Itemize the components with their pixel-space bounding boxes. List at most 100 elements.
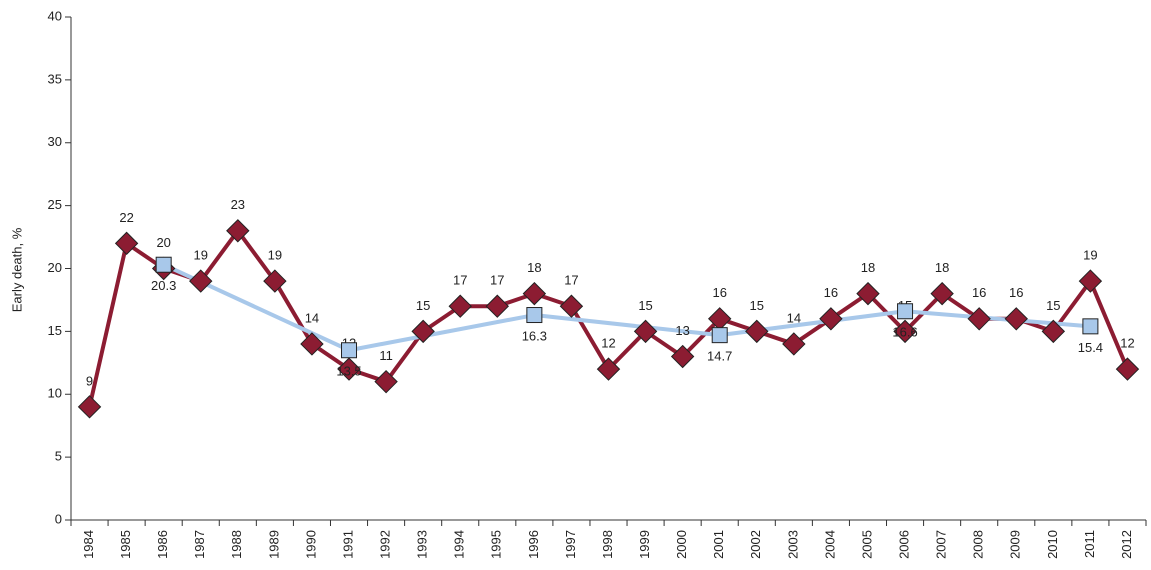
data-label: 14 (787, 310, 801, 325)
data-label: 19 (268, 248, 282, 263)
point (114, 231, 139, 256)
point (930, 281, 954, 306)
x-tick-label: 2008 (971, 530, 986, 559)
point (1078, 269, 1103, 293)
data-label: 15 (416, 298, 430, 313)
point (526, 307, 543, 324)
y-tick-label: 5 (55, 449, 62, 464)
x-tick-label: 2005 (859, 530, 874, 559)
x-tick-label: 1993 (415, 530, 430, 559)
data-label: 14 (305, 310, 319, 325)
data-label: 18 (935, 260, 949, 275)
y-tick-label: 0 (55, 511, 62, 526)
data-label: 16 (824, 285, 838, 300)
data-label: 16.3 (522, 328, 547, 343)
point (448, 294, 472, 318)
x-tick-label: 2010 (1045, 530, 1060, 559)
point (1115, 357, 1140, 381)
data-label: 17 (564, 273, 578, 288)
point (189, 269, 213, 293)
x-tick-label: 1996 (526, 530, 541, 559)
data-label: 17 (453, 273, 467, 288)
x-tick-label: 1997 (563, 530, 578, 559)
x-tick-label: 2012 (1119, 530, 1134, 559)
point (341, 342, 358, 359)
data-label: 16 (972, 285, 986, 300)
point (411, 319, 435, 344)
y-tick-label: 20 (48, 260, 62, 275)
y-tick-label: 30 (48, 134, 62, 149)
data-label: 12 (1120, 336, 1134, 351)
point (670, 344, 695, 369)
point (77, 395, 102, 419)
point (263, 269, 287, 293)
point (633, 319, 658, 344)
point (711, 327, 728, 344)
x-tick-label: 2003 (785, 530, 800, 559)
x-tick-label: 1988 (229, 530, 244, 559)
x-tick-label: 1995 (489, 530, 504, 559)
point (559, 294, 584, 318)
series-line (162, 262, 1091, 353)
data-label: 13.5 (336, 364, 361, 379)
y-tick-label: 25 (48, 197, 62, 212)
x-tick-label: 1998 (600, 530, 615, 559)
data-label: 22 (119, 210, 133, 225)
data-label: 12 (601, 336, 615, 351)
point (337, 357, 361, 381)
y-tick-label: 15 (48, 323, 62, 338)
data-label: 14.7 (707, 349, 732, 364)
point (967, 307, 991, 331)
x-tick-label: 1987 (192, 530, 207, 559)
data-label: 18 (527, 260, 541, 275)
data-label: 19 (1083, 248, 1097, 263)
point (893, 319, 917, 344)
point (1082, 318, 1099, 335)
point (596, 357, 621, 381)
x-tick-label: 1986 (155, 530, 170, 559)
y-tick-label: 10 (48, 386, 62, 401)
data-label: 15 (750, 298, 764, 313)
data-label: 19 (194, 248, 208, 263)
point (1004, 307, 1028, 331)
x-tick-label: 2006 (896, 530, 911, 559)
data-label: 13 (675, 323, 689, 338)
data-label: 9 (86, 373, 93, 388)
point (1041, 319, 1066, 344)
x-tick-label: 1999 (637, 530, 652, 559)
data-label: 17 (490, 273, 504, 288)
x-tick-label: 1989 (266, 530, 281, 559)
data-label: 20.3 (151, 278, 176, 293)
x-tick-label: 2000 (674, 530, 689, 559)
point (485, 294, 510, 318)
x-tick-label: 2001 (711, 530, 726, 559)
point (374, 369, 398, 394)
y-axis-label: Early death, % (9, 227, 24, 312)
point (522, 281, 547, 306)
data-label: 15 (1046, 298, 1060, 313)
point (300, 332, 324, 356)
x-tick-label: 2011 (1082, 530, 1097, 558)
x-tick-label: 1984 (81, 530, 96, 559)
data-label: 16.6 (892, 325, 917, 340)
data-label: 15.4 (1078, 340, 1103, 355)
x-tick-label: 1990 (303, 530, 318, 559)
data-label: 16 (712, 285, 726, 300)
x-tick-label: 1991 (340, 530, 355, 559)
point (782, 332, 806, 356)
x-tick-label: 2004 (822, 530, 837, 559)
point (155, 256, 172, 273)
point (819, 307, 843, 331)
x-tick-label: 2002 (748, 530, 763, 559)
y-tick-label: 35 (48, 71, 62, 86)
y-tick-label: 40 (48, 8, 62, 23)
x-tick-label: 1992 (378, 530, 393, 559)
point (745, 319, 769, 344)
x-tick-label: 1994 (452, 530, 467, 559)
point (856, 281, 880, 306)
point (226, 219, 250, 243)
x-tick-label: 2007 (934, 530, 949, 559)
data-label: 11 (379, 348, 393, 363)
x-tick-label: 1985 (118, 530, 133, 559)
